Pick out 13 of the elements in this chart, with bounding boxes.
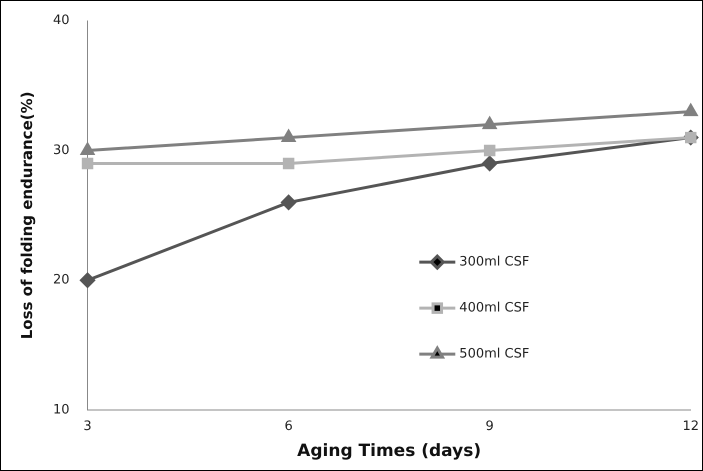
- y-tick-label: 20: [52, 272, 70, 288]
- x-axis-title: Aging Times (days): [297, 441, 482, 462]
- legend-label: 500ml CSF: [459, 346, 530, 362]
- y-tick-label: 30: [52, 142, 70, 158]
- y-tick-label: 10: [52, 402, 70, 418]
- legend-label: 300ml CSF: [459, 254, 530, 270]
- x-tick-label: 12: [682, 419, 699, 434]
- legend-label: 400ml CSF: [459, 300, 530, 316]
- x-tick-label: 3: [83, 419, 92, 434]
- y-tick-label: 40: [52, 13, 70, 28]
- x-tick-label: 9: [486, 419, 494, 434]
- y-axis-title: Loss of folding endurance(%): [18, 92, 36, 340]
- x-tick-label: 6: [284, 419, 293, 434]
